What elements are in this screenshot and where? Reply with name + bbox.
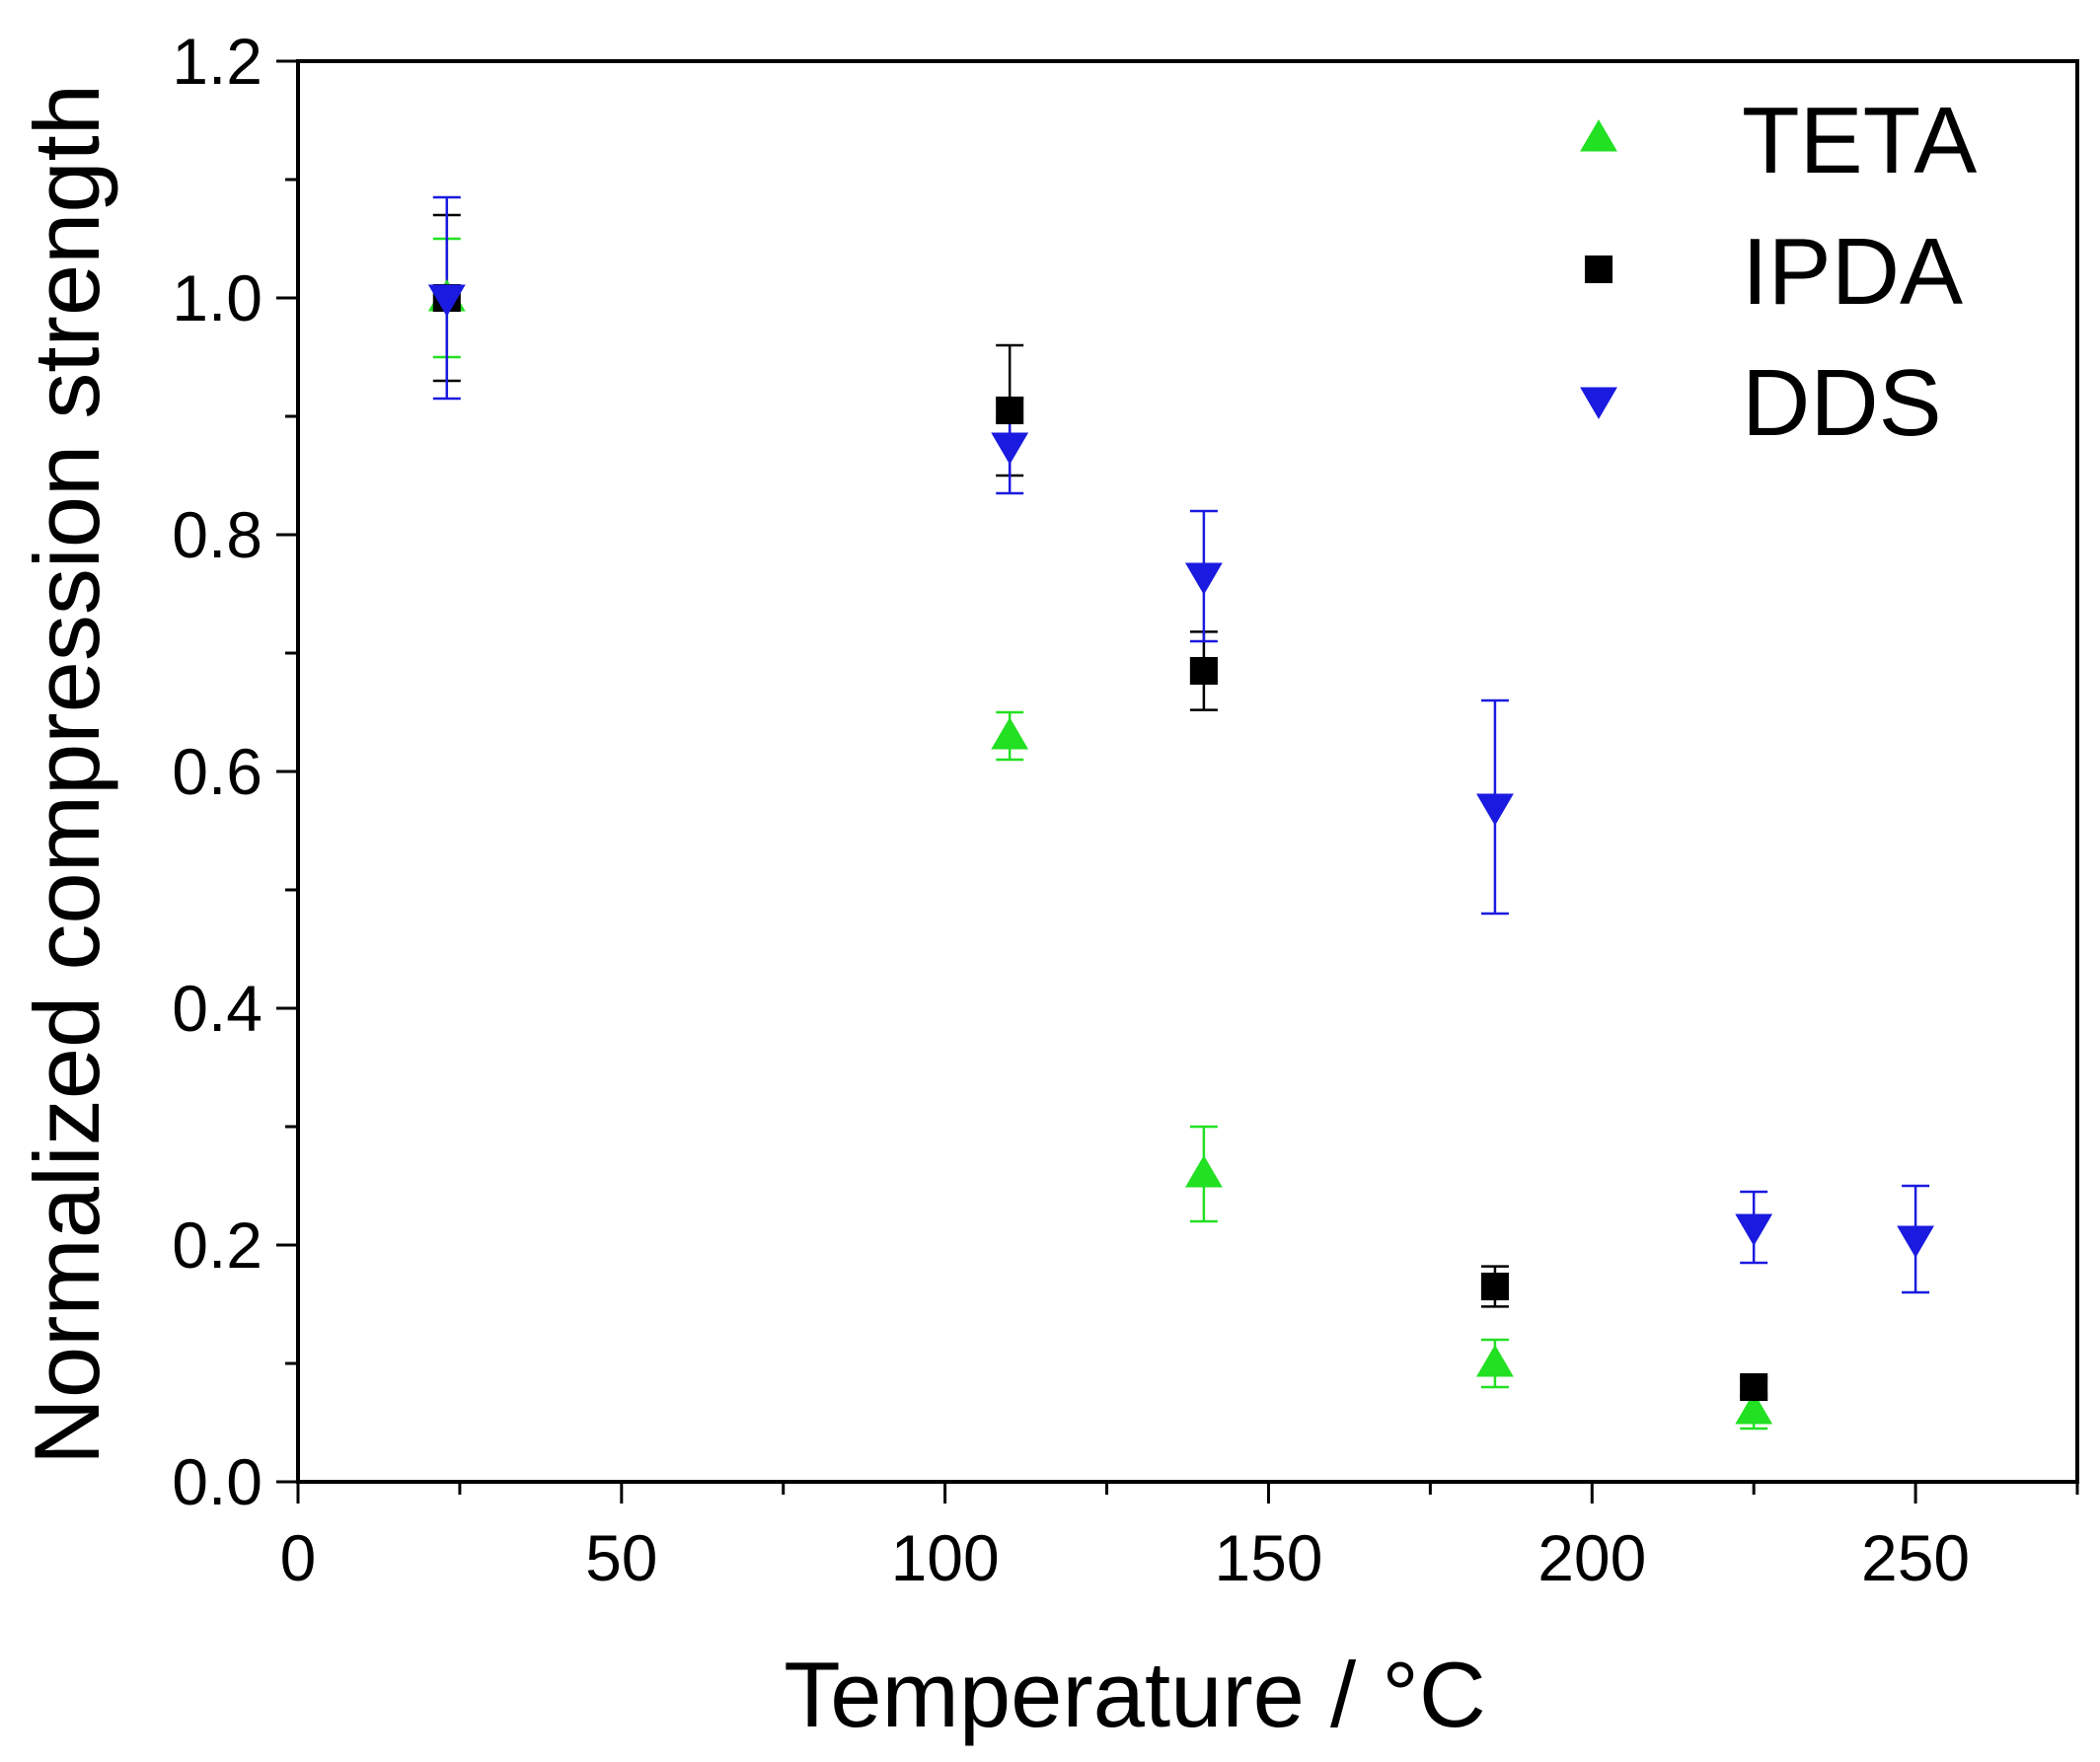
legend-dds-label: DDS (1742, 350, 1942, 456)
ipda-point (996, 396, 1024, 425)
teta-point (1476, 1345, 1514, 1377)
x-tick-label: 250 (1861, 1521, 1970, 1594)
teta-point (1184, 1155, 1223, 1188)
y-tick-label: 0.6 (172, 735, 262, 808)
legend-dds-marker (1580, 387, 1617, 419)
dds-point (1735, 1213, 1773, 1246)
x-tick-label: 100 (891, 1521, 1000, 1594)
x-tick-label: 200 (1538, 1521, 1646, 1594)
y-tick-label: 0.2 (172, 1209, 262, 1282)
ipda-point (1740, 1372, 1768, 1402)
error-bars (432, 195, 1930, 1431)
data-points (427, 279, 1934, 1425)
y-tick-label: 1.0 (172, 261, 262, 334)
dds-point (1897, 1225, 1934, 1258)
legend: TETA IPDA DDS (1580, 88, 1977, 456)
dds-point (991, 432, 1029, 465)
y-tick-label: 0.8 (172, 498, 262, 571)
x-tick-label: 0 (280, 1521, 317, 1594)
dds-point (427, 284, 466, 317)
teta-point (1735, 1392, 1773, 1425)
x-tick-label: 150 (1214, 1521, 1322, 1594)
y-tick-label: 0.0 (172, 1445, 262, 1518)
teta-point (991, 717, 1029, 750)
x-axis-title: Temperature / °C (784, 1643, 1486, 1746)
legend-ipda-label: IPDA (1742, 219, 1963, 325)
ipda-point (1189, 656, 1218, 686)
dds-point (1184, 562, 1223, 595)
y-axis-title: Normalized compression strength (15, 84, 118, 1465)
legend-teta-label: TETA (1742, 88, 1977, 193)
y-tick-label: 1.2 (172, 25, 262, 98)
legend-ipda-marker (1584, 255, 1613, 284)
ticks: 0 50 100 150 200 250 0.0 0.2 0.4 0.6 0.8 1.0 1.2 (172, 25, 2079, 1594)
dds-point (1476, 793, 1514, 826)
ipda-point (1480, 1272, 1509, 1301)
x-tick-label: 50 (585, 1521, 657, 1594)
y-tick-label: 0.4 (172, 972, 262, 1045)
legend-teta-marker (1580, 119, 1617, 152)
